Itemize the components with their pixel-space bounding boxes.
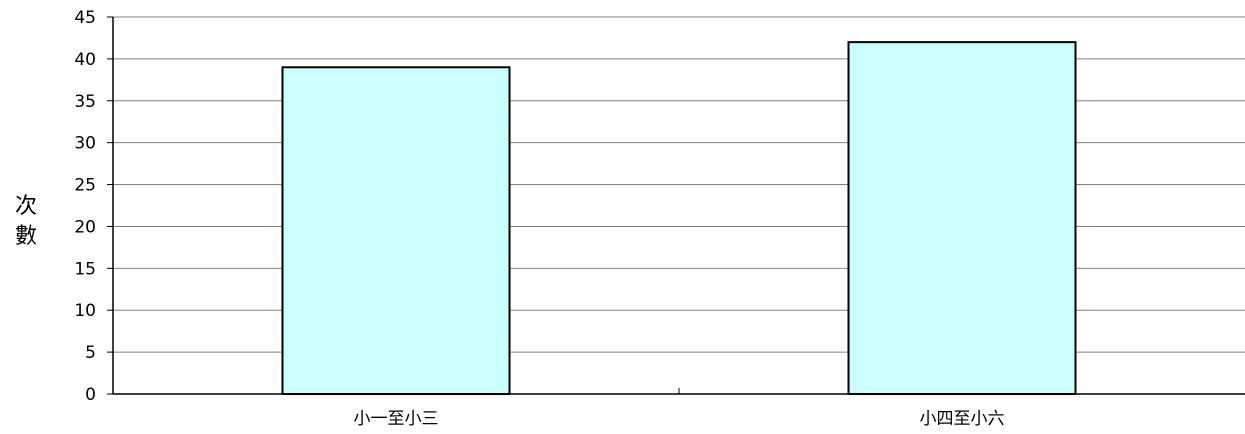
y-tick-label: 15 — [74, 259, 96, 279]
y-tick-label: 0 — [85, 385, 96, 405]
y-tick-label: 35 — [74, 92, 96, 112]
y-tick-label: 30 — [74, 134, 96, 154]
y-tick-label: 40 — [74, 50, 96, 70]
y-tick-label: 5 — [85, 343, 96, 363]
x-tick-label: 小一至小三 — [354, 409, 439, 429]
y-tick-label: 10 — [74, 301, 96, 321]
y-axis-title-char-2: 數 — [14, 224, 37, 249]
y-tick-label: 20 — [74, 217, 96, 237]
y-tick-label: 45 — [74, 8, 96, 28]
bar — [281, 66, 511, 396]
y-axis-title-char-1: 次 — [14, 194, 37, 219]
y-axis-title: 次 數 — [6, 192, 46, 252]
bar — [847, 41, 1077, 396]
y-tick-label: 25 — [74, 176, 96, 196]
x-tick-label: 小四至小六 — [920, 409, 1005, 429]
